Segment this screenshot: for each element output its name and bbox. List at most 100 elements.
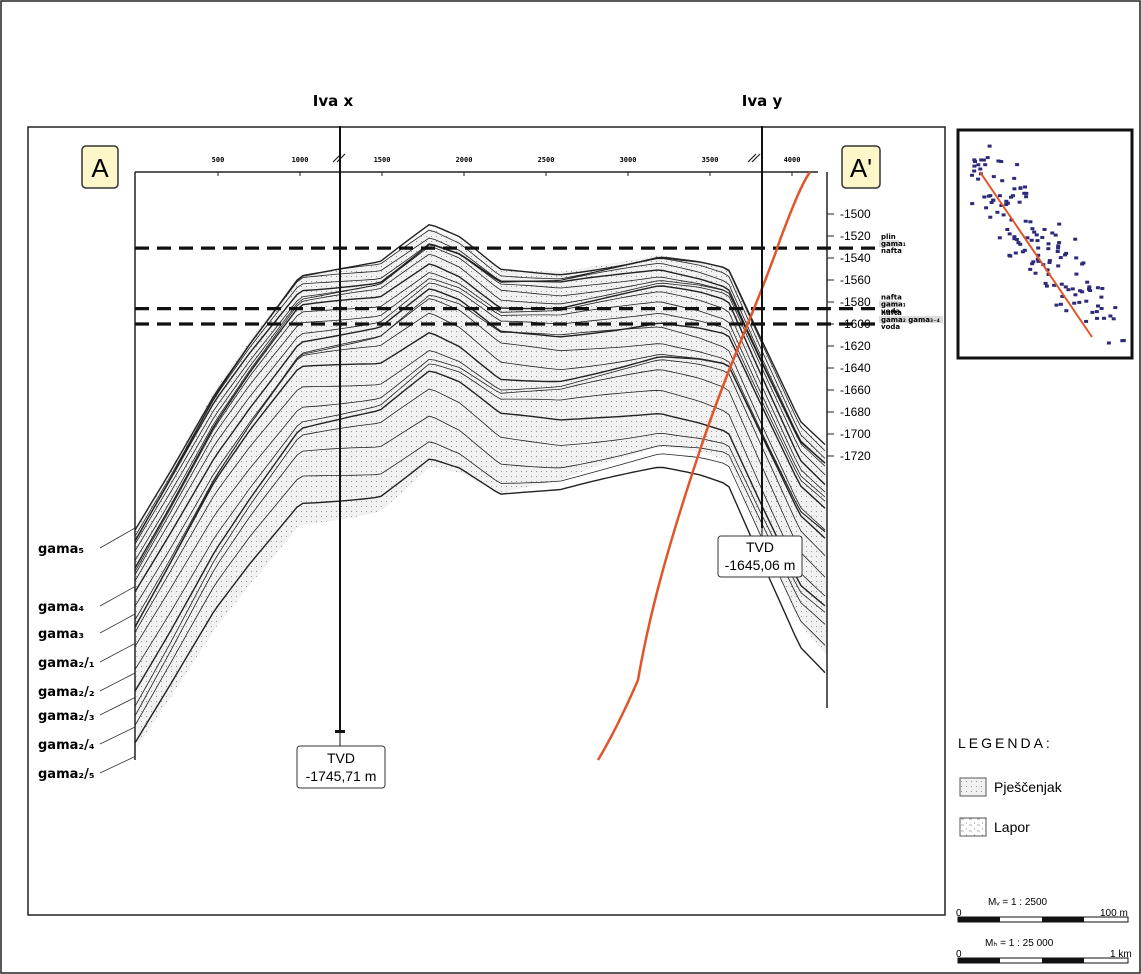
well-location-marker [1085, 280, 1090, 284]
layer-leader [99, 697, 136, 716]
scale-label: Mₕ = 1 : 25 000 [985, 938, 1054, 949]
well-location-marker [1040, 236, 1045, 239]
well-location-marker [987, 144, 992, 148]
layer-boundary [134, 278, 826, 575]
x-tick-label: 3000 [620, 156, 637, 164]
well-location-marker [1030, 262, 1035, 266]
layer-boundary [134, 288, 826, 593]
x-tick-label: 2000 [456, 156, 473, 164]
well-location-marker [976, 177, 981, 181]
x-tick-label: 2500 [538, 156, 555, 164]
horizontal-scale-bar: Mₕ = 1 : 25 000 0 1 km [956, 938, 1132, 964]
well-location-marker [972, 169, 977, 173]
x-tick-label: 4000 [784, 156, 801, 164]
y-tick-label: -1680 [840, 405, 871, 419]
y-axis-ticks: -1500 -1520 -1540 -1560 -1580 -1600 -1620 -1640… [827, 207, 871, 463]
layer-name: gama₂/₃ [38, 709, 95, 724]
well-location-marker [1025, 236, 1030, 240]
well-location-marker [1099, 295, 1104, 299]
well-location-marker [1023, 219, 1028, 223]
well-location-marker [972, 164, 977, 168]
scale-segment [1042, 958, 1084, 963]
well-location-marker [1017, 200, 1022, 204]
tvd-box [717, 535, 803, 578]
well-location-marker [1120, 339, 1125, 343]
well-location-marker [1012, 187, 1017, 191]
y-tick-label: -1700 [840, 427, 871, 441]
well-location-marker [1046, 242, 1051, 246]
well-location-marker [1087, 285, 1092, 289]
well-location-marker [1064, 309, 1069, 313]
layer-boundary [134, 243, 826, 542]
scale-segment [958, 958, 1000, 963]
layer-name: gama₂/₅ [38, 767, 95, 782]
layer-fill [135, 228, 827, 748]
label-box [81, 145, 119, 189]
well-location-marker [978, 167, 983, 171]
well-location-marker [1034, 233, 1039, 237]
well-locations [970, 144, 1126, 345]
well-location-marker [1007, 253, 1012, 257]
section-frame [27, 126, 946, 916]
well-location-marker [1074, 256, 1079, 260]
layer-name: gama₂/₂ [38, 685, 95, 700]
well-location-marker [1077, 300, 1082, 304]
well-name-label: Iva y [742, 92, 783, 110]
y-tick-label: -1520 [840, 229, 871, 243]
scale-end: 1 km [1110, 949, 1132, 960]
layer-boundary [134, 294, 826, 607]
well-location-marker [1057, 241, 1062, 245]
well-location-marker [1036, 259, 1041, 263]
well-location-marker [1013, 251, 1018, 255]
well-location-marker [997, 236, 1002, 240]
legend-item-marl: Lapor [994, 819, 1030, 835]
well-location-marker [1056, 264, 1061, 268]
well-location-marker [1050, 231, 1055, 235]
well-location-marker [983, 163, 988, 167]
layer-boundary [134, 415, 826, 717]
layer-boundary [134, 237, 826, 541]
map-frame [956, 128, 1134, 360]
well-location-marker [1066, 288, 1071, 292]
scale-segment [1042, 917, 1084, 922]
well-location-marker [1055, 250, 1060, 253]
well-location-marker [1044, 284, 1049, 288]
well-location-marker [1012, 235, 1017, 239]
legend: LEGENDA: Pješčenjak Lapor [958, 735, 1063, 837]
well-location-marker [1042, 228, 1047, 231]
well-location-marker [1073, 293, 1078, 297]
well-location-marker [1052, 283, 1057, 287]
layer-boundary [134, 263, 826, 569]
well-location-marker [1070, 287, 1075, 291]
well-location-marker [1084, 299, 1089, 303]
layer-boundary [134, 388, 826, 707]
well-location-marker [1080, 262, 1085, 266]
well-location-marker [1054, 303, 1059, 307]
well-location-marker [973, 160, 977, 163]
well-location-marker [995, 210, 1000, 214]
well-location-marker [1100, 287, 1105, 290]
well-location-marker [999, 160, 1004, 163]
scale-label: Mᵥ = 1 : 2500 [988, 897, 1048, 908]
contact-label: gama₁ [881, 240, 906, 248]
well-location-marker [1031, 260, 1036, 264]
layer-boundary [134, 332, 826, 628]
x-tick-label: 3500 [702, 156, 719, 164]
layer-name: gama₅ [38, 542, 84, 557]
well-location-marker [1004, 199, 1009, 203]
well-location-marker [991, 175, 996, 179]
well-location-marker [999, 204, 1004, 207]
well-location-marker [1058, 302, 1063, 306]
well-location-marker [972, 158, 977, 162]
well-location-marker [1099, 307, 1104, 310]
well-location-marker [976, 163, 981, 167]
tvd-value: -1645,06 m [725, 557, 796, 573]
well-location-marker [1043, 281, 1048, 285]
label-text: A [91, 153, 109, 183]
well-location-marker [1046, 247, 1051, 251]
tvd-label: TVD [746, 539, 774, 555]
layer-name: gama₃ [38, 627, 84, 642]
plot-axes [134, 153, 828, 760]
